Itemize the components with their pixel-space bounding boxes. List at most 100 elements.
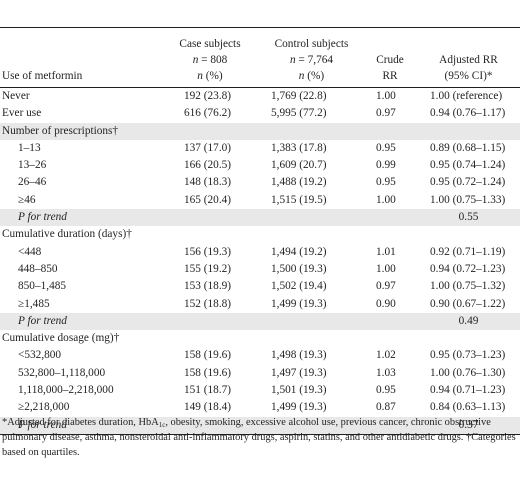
row-label: 26–46 [18, 176, 47, 189]
crude-rr-cell: 0.87 [376, 401, 396, 414]
crude-rr-cell: 1.00 [376, 262, 396, 275]
control-cell: 5,995 (77.2) [271, 107, 327, 120]
crude-rr-cell: 0.97 [376, 280, 396, 293]
adjusted-rr-cell: 1.00 (0.76–1.30) [430, 366, 506, 379]
header-use-of-metformin: Use of metformin [0, 68, 160, 88]
adjusted-rr-cell: 1.00 (reference) [430, 90, 503, 102]
table-row: 850–1,485 153 (18.9) 1,502 (19.4) 0.97 1.00 … [0, 278, 520, 295]
control-cell: 1,769 (22.8) [271, 90, 327, 102]
crude-rr-cell: 0.99 [376, 159, 396, 172]
table-row: P for trend 0.55 [0, 209, 520, 227]
row-label: Cumulative duration (days)† [2, 228, 132, 241]
control-cell [260, 226, 363, 243]
metformin-table: Case subjects Control subjects n = 808 n… [0, 0, 520, 435]
adjusted-rr-cell [417, 122, 520, 140]
table-row: Never 192 (23.8) 1,769 (22.8) 1.00 1.00 (ref… [0, 88, 520, 106]
table-row: ≥1,485 152 (18.8) 1,499 (19.3) 0.90 0.90 (0.… [0, 296, 520, 313]
adjusted-rr-cell: 0.95 (0.74–1.24) [430, 159, 506, 172]
control-cell: 1,502 (19.4) [271, 280, 327, 293]
control-cell: 1,494 (19.2) [271, 245, 327, 258]
adjusted-rr-cell: 0.94 (0.76–1.17) [430, 107, 506, 120]
adjusted-rr-cell: 1.00 (0.75–1.32) [430, 280, 506, 293]
case-cell [160, 226, 260, 243]
adjusted-rr-cell: 1.00 (0.75–1.33) [430, 193, 506, 206]
crude-rr-cell: 1.00 [376, 193, 396, 206]
table-row: Ever use 616 (76.2) 5,995 (77.2) 0.97 0.94 (… [0, 105, 520, 122]
case-cell: 148 (18.3) [184, 176, 232, 189]
adjusted-rr-cell: 0.84 (0.63–1.13) [430, 401, 506, 414]
row-label: 1,118,000–2,218,000 [18, 384, 114, 397]
top-rule [0, 27, 520, 28]
header-case-n: n = 808 [192, 54, 228, 66]
table-row: 13–26 166 (20.5) 1,609 (20.7) 0.99 0.95 (0.7… [0, 157, 520, 174]
case-cell: 155 (19.2) [184, 262, 232, 275]
header-crude: Crude [376, 54, 404, 66]
case-cell: 166 (20.5) [184, 159, 232, 172]
table-row: 532,800–1,118,000 158 (19.6) 1,497 (19.3) 1… [0, 365, 520, 382]
crude-rr-cell: 1.01 [376, 245, 396, 258]
row-label: 13–26 [18, 159, 47, 172]
control-cell: 1,499 (19.3) [271, 297, 327, 310]
header-case-npct: n (%) [160, 68, 260, 88]
table-footnote: *Adjusted for diabetes duration, HbA1c, … [2, 417, 516, 458]
case-cell: 137 (17.0) [184, 141, 232, 154]
p-trend-value: 0.55 [417, 209, 520, 227]
row-label: Cumulative dosage (mg)† [2, 332, 120, 345]
row-label: <448 [18, 245, 42, 258]
adjusted-rr-cell: 0.95 (0.72–1.24) [430, 176, 506, 189]
table-row: Cumulative duration (days)† [0, 226, 520, 243]
control-cell: 1,498 (19.3) [271, 349, 327, 362]
row-label: ≥46 [18, 193, 36, 206]
row-label: P for trend [0, 416, 160, 435]
adjusted-rr-cell [417, 226, 520, 243]
table-row: 1–13 137 (17.0) 1,383 (17.8) 0.95 0.89 (0.68… [0, 140, 520, 157]
case-cell: 192 (23.8) [184, 90, 232, 102]
table-row: Number of prescriptions† [0, 122, 520, 140]
header-adjusted-ci: (95% CI)* [417, 68, 520, 88]
row-label: 448–850 [18, 262, 58, 275]
case-cell [160, 330, 260, 347]
table-row: 1,118,000–2,218,000 151 (18.7) 1,501 (19.3… [0, 382, 520, 399]
case-cell: 152 (18.8) [184, 297, 232, 310]
row-label: 532,800–1,118,000 [18, 366, 106, 379]
control-cell: 1,609 (20.7) [271, 159, 327, 172]
control-cell: 1,497 (19.3) [271, 366, 327, 379]
table-body: Never 192 (23.8) 1,769 (22.8) 1.00 1.00 (ref… [0, 88, 520, 435]
control-cell [260, 122, 363, 140]
table-header: Case subjects Control subjects n = 808 n… [0, 0, 520, 88]
table-row: Cumulative dosage (mg)† [0, 330, 520, 347]
row-label: <532,800 [18, 349, 62, 362]
header-control-npct: n (%) [260, 68, 363, 88]
control-cell: 1,488 (19.2) [271, 176, 327, 189]
crude-rr-cell: 0.90 [376, 297, 396, 310]
header-crude-rr: RR [363, 68, 417, 88]
case-cell: 151 (18.7) [184, 384, 232, 397]
table-row: 448–850 155 (19.2) 1,500 (19.3) 1.00 0.94 (0… [0, 261, 520, 278]
row-label: Never [2, 90, 30, 102]
table-row: P for trend 0.37 [0, 416, 520, 435]
crude-rr-cell [363, 330, 417, 347]
case-cell: 153 (18.9) [184, 280, 232, 293]
control-cell [260, 330, 363, 347]
adjusted-rr-cell [417, 330, 520, 347]
case-cell: 158 (19.6) [184, 366, 232, 379]
header-adjusted: Adjusted RR [439, 54, 498, 66]
case-cell [160, 122, 260, 140]
control-cell: 1,500 (19.3) [271, 262, 327, 275]
case-cell: 158 (19.6) [184, 349, 232, 362]
adjusted-rr-cell: 0.95 (0.73–1.23) [430, 349, 506, 362]
p-trend-value: 0.49 [417, 312, 520, 331]
crude-rr-cell: 0.95 [376, 176, 396, 189]
row-label: ≥2,218,000 [18, 401, 70, 414]
row-label: 850–1,485 [18, 280, 67, 293]
row-label: 1–13 [18, 141, 41, 154]
case-cell: 165 (20.4) [184, 193, 232, 206]
crude-rr-cell: 0.97 [376, 107, 396, 120]
header-control-title: Control subjects [274, 38, 349, 50]
row-label: Ever use [2, 107, 42, 120]
case-cell: 616 (76.2) [184, 107, 232, 120]
control-cell: 1,383 (17.8) [271, 141, 327, 154]
table-row: 26–46 148 (18.3) 1,488 (19.2) 0.95 0.95 (0.7… [0, 174, 520, 191]
table-row: ≥2,218,000 149 (18.4) 1,499 (19.3) 0.87 0.84… [0, 399, 520, 416]
